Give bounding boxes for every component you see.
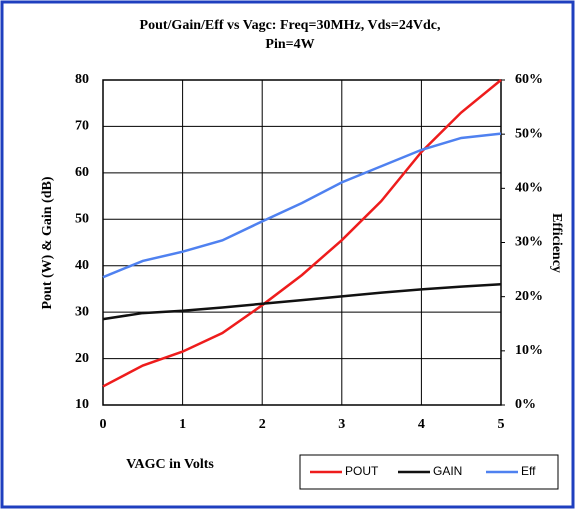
y2-axis-label: Efficiency xyxy=(549,213,564,273)
x-axis-label: VAGC in Volts xyxy=(126,457,214,472)
y2-tick-label: 60% xyxy=(515,72,543,87)
y-tick-label: 80 xyxy=(75,72,89,87)
data-line xyxy=(102,283,502,321)
x-tick-label: 4 xyxy=(418,417,425,432)
data-line xyxy=(102,132,502,279)
x-tick-label: 3 xyxy=(338,417,345,432)
chart-title: Pin=4W xyxy=(265,37,314,52)
y-tick-label: 10 xyxy=(75,397,89,412)
y2-tick-label: 30% xyxy=(515,235,543,250)
y2-tick-label: 20% xyxy=(515,289,543,304)
legend-label: GAIN xyxy=(433,464,462,478)
y2-tick-label: 0% xyxy=(515,397,536,412)
x-tick-label: 0 xyxy=(100,417,107,432)
legend-label: POUT xyxy=(345,464,379,478)
x-tick-label: 1 xyxy=(179,417,186,432)
y-tick-label: 60 xyxy=(75,165,89,180)
plot-frame xyxy=(102,79,502,406)
data-line xyxy=(102,79,502,388)
x-tick-label: 5 xyxy=(498,417,505,432)
y-tick-label: 30 xyxy=(75,304,89,319)
y-tick-label: 20 xyxy=(75,351,89,366)
y-tick-label: 40 xyxy=(75,258,89,273)
legend-label: Eff xyxy=(521,464,536,478)
y-tick-label: 70 xyxy=(75,119,89,134)
chart-title: Pout/Gain/Eff vs Vagc: Freq=30MHz, Vds=2… xyxy=(140,18,441,33)
y2-tick-label: 50% xyxy=(515,126,543,141)
x-tick-label: 2 xyxy=(259,417,266,432)
y2-tick-label: 40% xyxy=(515,181,543,196)
y-tick-label: 50 xyxy=(75,212,89,227)
y2-tick-label: 10% xyxy=(515,343,543,358)
y-axis-label: Pout (W) & Gain (dB) xyxy=(40,176,55,309)
